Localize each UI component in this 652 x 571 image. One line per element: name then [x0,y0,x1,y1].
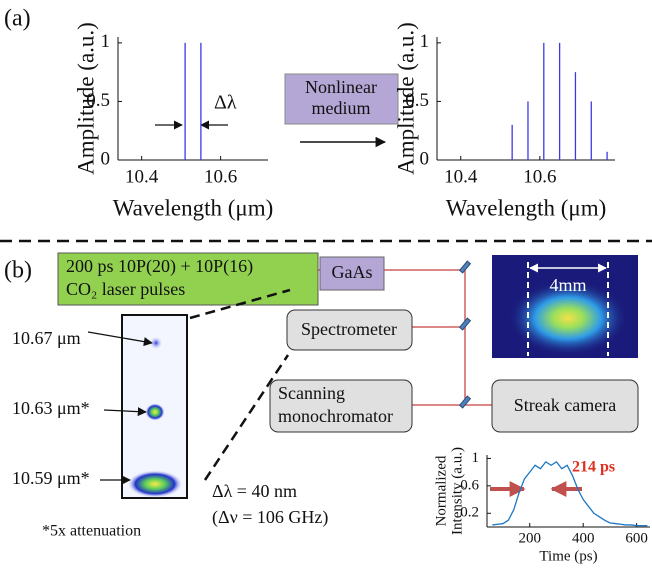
x-tick-label: 400 [572,530,595,546]
figure: (a) Nonlinear medium (b) 200 ps 10P(20) … [0,0,652,571]
y-tick-label: 1 [420,31,430,52]
annotation: Δλ [214,92,237,114]
spectrometer-label: Spectrometer [301,319,397,339]
delta-lambda: Δλ = 40 nm [212,481,297,501]
attenuation-note: *5x attenuation [42,523,141,540]
x-tick-label: 10.4 [444,166,478,187]
delta-nu: (Δν = 106 GHz) [212,507,328,528]
x-tick-label: 200 [519,530,542,546]
y-axis-label: Amplitude (a.u.) [73,22,98,175]
line-label: 10.59 μm* [12,468,90,488]
x-tick-label: 10.6 [204,166,237,187]
panel-label: (a) [4,6,31,32]
x-axis-label: Wavelength (μm) [446,195,607,220]
nonlinear-label: medium [312,98,371,118]
x-axis-label: Time (ps) [539,548,597,564]
size-label: 4mm [549,275,586,295]
y-tick-label: 0 [420,148,430,169]
monochromator-label: Scanning [278,383,345,403]
streak-label: Streak camera [514,395,616,415]
x-axis-label: Wavelength (μm) [113,195,274,220]
y-tick-label: 1 [101,31,111,52]
annotation: 214 ps [572,459,615,476]
laser-label: CO₂ laser pulses [66,279,185,299]
laser-label: 200 ps 10P(20) + 10P(16) [66,256,253,277]
spot [145,403,165,421]
line-label: 10.67 μm [12,328,81,348]
nonlinear-label: Nonlinear [305,77,377,97]
x-tick-label: 10.6 [523,166,556,187]
monochromator-label: monochromator [278,406,393,426]
x-tick-label: 600 [625,530,648,546]
y-tick-label: 0 [101,148,111,169]
y-tick-label: 1 [472,450,480,466]
line-label: 10.63 μm* [12,398,90,418]
trace [492,462,647,526]
x-tick-label: 10.4 [125,166,159,187]
panel-label: (b) [4,258,32,284]
y-axis-label: Intensity (a.u.) [449,447,465,535]
y-axis-label: Normalized [433,455,449,526]
y-axis-label: Amplitude (a.u.) [393,22,418,175]
gaas-label: GaAs [332,262,373,282]
spot [127,470,183,498]
